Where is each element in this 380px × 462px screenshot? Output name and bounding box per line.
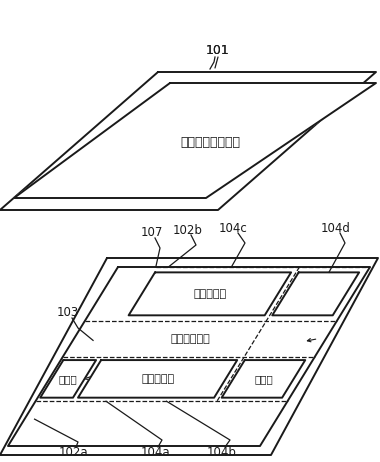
Polygon shape (78, 360, 237, 398)
Text: 103: 103 (57, 306, 79, 320)
Text: 制御部: 制御部 (254, 374, 273, 384)
Polygon shape (0, 72, 376, 210)
Text: 104d: 104d (321, 221, 351, 235)
Text: 107: 107 (141, 226, 163, 239)
Polygon shape (8, 267, 370, 446)
Polygon shape (14, 83, 376, 198)
Text: 104b: 104b (207, 445, 237, 458)
Text: 光電変換センサ部: 光電変換センサ部 (180, 136, 240, 150)
Text: 102b: 102b (173, 224, 203, 237)
Text: データ転送部: データ転送部 (170, 334, 210, 344)
Text: 102a: 102a (58, 445, 88, 458)
Text: 104a: 104a (140, 445, 170, 458)
Polygon shape (222, 360, 305, 398)
Text: 出力部: 出力部 (59, 374, 78, 384)
Text: 101: 101 (206, 43, 230, 56)
Text: 画像処理部: 画像処理部 (141, 374, 174, 384)
Polygon shape (0, 258, 378, 455)
Polygon shape (272, 273, 359, 316)
Text: 101: 101 (206, 43, 230, 56)
Polygon shape (40, 360, 96, 398)
Text: 104c: 104c (218, 221, 247, 235)
Polygon shape (128, 273, 291, 316)
Text: 画像処理部: 画像処理部 (193, 289, 226, 299)
